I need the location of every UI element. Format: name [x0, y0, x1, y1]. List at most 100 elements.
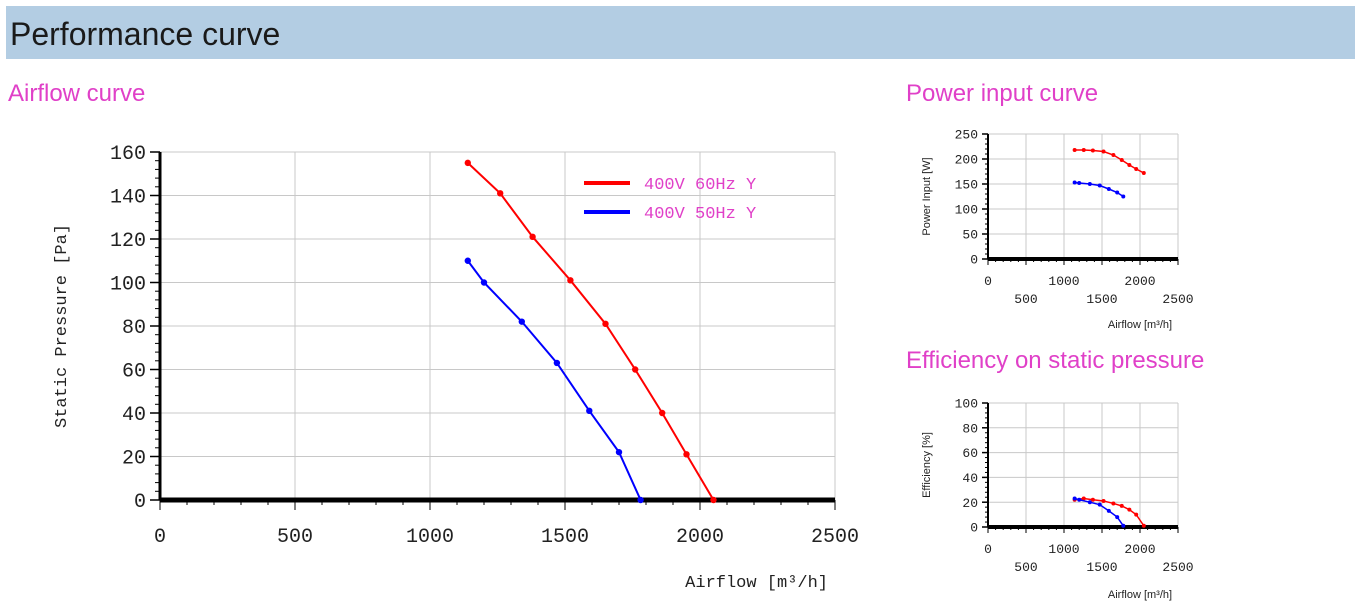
series-line-0: [1074, 497, 1145, 527]
data-point: [1127, 163, 1132, 167]
data-point: [1106, 508, 1111, 513]
x-axis-label: Airflow [m³/h]: [1108, 589, 1172, 601]
header-bar: Performance curve: [6, 6, 1355, 59]
data-point: [1072, 497, 1077, 502]
x-tick-label: 0: [984, 274, 992, 289]
data-point: [1072, 496, 1077, 501]
series-line-1: [466, 260, 642, 501]
data-point: [1115, 515, 1120, 520]
legend-label: 400V 60Hz Y: [644, 176, 756, 195]
data-point: [1097, 183, 1102, 188]
data-point: [683, 451, 690, 458]
y-tick-label: 60: [962, 446, 978, 461]
data-point: [567, 277, 574, 284]
x-tick-label: 500: [277, 526, 313, 549]
power-section-title: Power input curve: [906, 80, 1099, 107]
data-point: [1097, 502, 1102, 507]
x-tick-label: 1500: [1086, 560, 1117, 575]
series-line-0: [467, 162, 715, 501]
x-tick-label: 0: [984, 542, 992, 557]
y-axis-label: Efficiency [%]: [921, 432, 933, 498]
data-point: [1101, 498, 1106, 503]
data-point: [1141, 171, 1146, 175]
x-axis-label: Airflow [m³/h]: [1108, 319, 1172, 331]
data-point: [602, 320, 609, 328]
data-point: [1081, 496, 1086, 501]
y-tick-label: 0: [970, 253, 978, 268]
x-tick-label: 2500: [1162, 560, 1193, 575]
data-point: [1134, 512, 1139, 517]
y-tick-label: 100: [955, 397, 978, 412]
x-tick-label: 1000: [406, 526, 454, 549]
y-tick-label: 40: [962, 471, 978, 486]
x-tick-label: 2000: [1124, 542, 1155, 557]
data-point: [1111, 501, 1116, 506]
data-point: [1111, 153, 1116, 157]
x-tick-label: 2500: [811, 526, 859, 549]
series-line-1: [1074, 497, 1124, 527]
data-point: [632, 366, 639, 373]
data-point: [1077, 181, 1082, 185]
data-point: [553, 359, 561, 367]
data-point: [1134, 167, 1139, 171]
data-point: [1090, 497, 1095, 502]
series-line-1: [1074, 181, 1124, 198]
data-point: [1119, 503, 1124, 508]
efficiency-section-title: Efficiency on static pressure: [906, 347, 1205, 374]
data-point: [1106, 187, 1111, 191]
data-point: [1087, 182, 1092, 186]
data-point: [1119, 158, 1124, 162]
data-point: [1081, 148, 1086, 152]
data-point: [1072, 148, 1077, 152]
x-tick-label: 1500: [541, 526, 589, 549]
data-point: [464, 257, 471, 264]
y-tick-label: 140: [110, 187, 146, 210]
data-point: [464, 159, 471, 167]
data-point: [1121, 523, 1126, 528]
data-point: [480, 279, 488, 286]
data-point: [710, 496, 717, 504]
x-tick-label: 1000: [1048, 542, 1079, 557]
data-point: [1101, 149, 1106, 154]
y-tick-label: 60: [122, 361, 146, 384]
data-point: [637, 496, 644, 504]
x-tick-label: 2000: [676, 526, 724, 549]
x-tick-label: 1000: [1048, 274, 1079, 289]
y-tick-label: 20: [122, 448, 146, 471]
x-tick-label: 1500: [1086, 292, 1117, 307]
data-point: [1115, 190, 1120, 195]
page-title: Performance curve: [10, 16, 281, 52]
x-tick-label: 500: [1014, 560, 1037, 575]
y-tick-label: 80: [122, 317, 146, 340]
data-point: [1090, 148, 1095, 153]
y-tick-label: 80: [962, 421, 978, 436]
airflow-section-title: Airflow curve: [8, 80, 146, 107]
y-tick-label: 120: [110, 230, 146, 253]
y-tick-label: 40: [122, 404, 146, 427]
y-tick-label: 200: [955, 153, 978, 168]
data-point: [1077, 497, 1082, 502]
y-tick-label: 150: [955, 178, 978, 193]
data-point: [659, 409, 666, 417]
data-point: [1127, 507, 1132, 512]
data-point: [497, 190, 504, 197]
y-tick-label: 250: [955, 128, 978, 143]
x-tick-label: 0: [154, 526, 166, 549]
y-tick-label: 0: [134, 491, 146, 514]
series-line-0: [1074, 149, 1145, 174]
x-tick-label: 2000: [1124, 274, 1155, 289]
y-axis-label: Power Input [W]: [921, 157, 933, 235]
y-tick-label: 100: [955, 203, 978, 218]
data-point: [1072, 180, 1077, 185]
y-tick-label: 20: [962, 496, 978, 511]
data-point: [586, 407, 593, 415]
data-point: [1087, 500, 1092, 505]
data-point: [518, 318, 525, 325]
data-point: [529, 233, 536, 241]
y-tick-label: 160: [110, 143, 146, 166]
data-point: [615, 448, 623, 456]
legend-label: 400V 50Hz Y: [644, 205, 756, 224]
y-tick-label: 0: [970, 521, 978, 536]
y-axis-label: Static Pressure [Pa]: [53, 224, 72, 428]
